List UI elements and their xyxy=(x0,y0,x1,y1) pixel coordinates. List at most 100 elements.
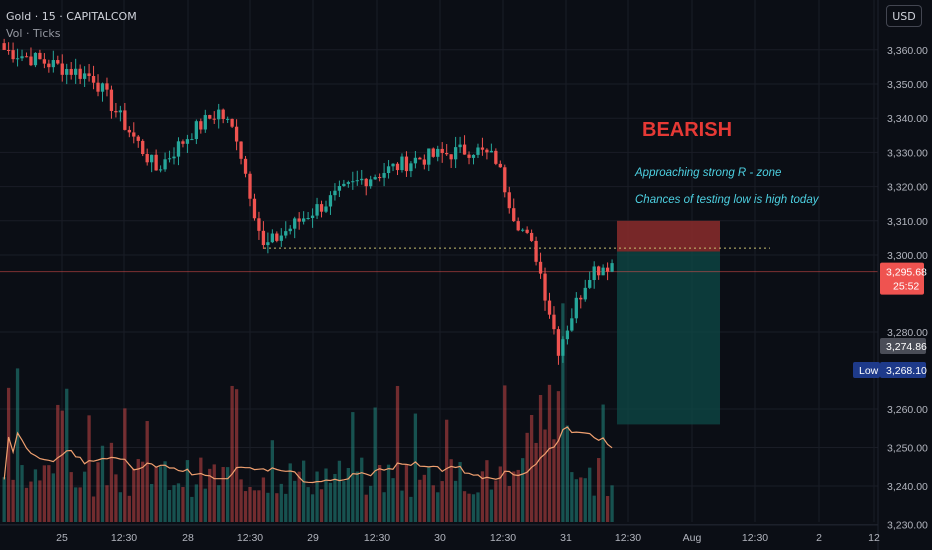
volume-bar xyxy=(324,468,328,522)
volume-bars xyxy=(2,303,614,522)
volume-bar xyxy=(100,445,105,522)
candle-body xyxy=(583,287,587,300)
candle-body xyxy=(38,52,42,60)
x-tick-label: 12:30 xyxy=(237,532,263,544)
candle-body xyxy=(167,158,172,160)
candle-body xyxy=(476,147,480,155)
volume-bar xyxy=(529,414,534,522)
candle-body xyxy=(485,149,489,153)
volume-bar xyxy=(458,462,462,522)
y-tick-label: 3,350.00 xyxy=(887,79,928,91)
volume-bar xyxy=(592,495,596,522)
candle-body xyxy=(24,56,29,58)
candle-body xyxy=(369,179,373,187)
candle-body xyxy=(337,186,342,191)
candle-body xyxy=(181,141,185,144)
candle-body xyxy=(440,148,444,154)
volume-bar xyxy=(145,421,149,522)
volume-bar xyxy=(2,477,6,522)
candle-body xyxy=(516,221,520,231)
candle-body xyxy=(141,140,145,155)
candle-body xyxy=(328,195,333,207)
y-tick-label: 3,280.00 xyxy=(887,327,928,339)
volume-bar xyxy=(351,412,355,522)
volume-bar xyxy=(319,489,324,522)
headline-annotation: BEARISH xyxy=(642,119,732,141)
volume-bar xyxy=(301,460,306,522)
candle-body xyxy=(507,192,511,209)
candle-body xyxy=(422,159,426,165)
candle-body xyxy=(467,154,471,158)
candle-body xyxy=(561,339,565,356)
candle-body xyxy=(351,181,355,183)
volume-bar xyxy=(445,419,449,522)
volume-bar xyxy=(199,457,203,522)
volume-bar xyxy=(51,473,55,522)
volume-bar xyxy=(512,471,516,522)
volume-bar xyxy=(534,442,538,522)
candle-body xyxy=(333,190,337,196)
candle-body xyxy=(364,178,368,187)
candle-body xyxy=(400,156,404,171)
candle-body xyxy=(498,163,502,168)
candle-body xyxy=(194,121,199,140)
candle-body xyxy=(100,83,105,92)
candle-body xyxy=(145,154,149,163)
candle-body xyxy=(494,150,498,164)
volume-bar xyxy=(243,491,248,522)
candle-body xyxy=(60,63,64,75)
candle-body xyxy=(2,43,6,50)
x-tick-label: 29 xyxy=(307,532,319,544)
volume-bar xyxy=(127,495,131,522)
candle-body xyxy=(96,82,100,92)
volume-bar xyxy=(333,473,337,522)
candle-body xyxy=(413,157,418,164)
volume-bar xyxy=(11,479,15,522)
volume-bar xyxy=(471,494,476,522)
volume-bar xyxy=(610,485,614,522)
y-tick-label: 3,300.00 xyxy=(887,250,928,262)
candle-body xyxy=(377,177,382,179)
volume-bar xyxy=(208,468,212,522)
candle-body xyxy=(69,68,73,75)
candle-body xyxy=(252,198,257,219)
candle-body xyxy=(453,147,458,160)
candle-body xyxy=(301,218,306,222)
candle-body xyxy=(270,233,274,243)
candle-body xyxy=(445,153,449,155)
volume-bar xyxy=(279,483,283,522)
volume-bar xyxy=(123,408,127,522)
volume-bar xyxy=(181,487,185,522)
volume-bar xyxy=(605,496,610,522)
volume-indicator-title[interactable]: Vol · Ticks xyxy=(6,27,61,40)
volume-bar xyxy=(346,467,350,522)
currency-button[interactable]: USD xyxy=(886,5,922,27)
candle-body xyxy=(51,60,55,68)
volume-bar xyxy=(489,489,494,522)
volume-bar xyxy=(226,467,230,522)
volume-bar xyxy=(167,489,172,522)
candle-body xyxy=(105,83,109,90)
volume-bar xyxy=(24,487,29,522)
candle-body xyxy=(306,217,310,219)
volume-bar xyxy=(118,492,123,522)
candle-body xyxy=(570,318,574,331)
x-tick-label: 12:30 xyxy=(364,532,390,544)
volume-bar xyxy=(261,477,266,522)
candle-body xyxy=(373,177,377,180)
y-tick-label: 3,250.00 xyxy=(887,443,928,455)
candle-body xyxy=(360,178,364,181)
low-price-label: 3,268.10 xyxy=(886,365,927,377)
candle-body xyxy=(525,229,529,233)
volume-bar xyxy=(328,482,333,522)
volume-bar xyxy=(342,481,346,522)
volume-bar xyxy=(556,391,561,522)
x-tick-label: 25 xyxy=(56,532,68,544)
symbol-title[interactable]: Gold · 15 · CAPITALCOM xyxy=(6,10,137,23)
volume-bar xyxy=(203,488,207,522)
candle-body xyxy=(217,109,221,120)
candle-body xyxy=(91,76,96,83)
volume-bar xyxy=(141,461,145,522)
candle-body xyxy=(78,68,82,79)
